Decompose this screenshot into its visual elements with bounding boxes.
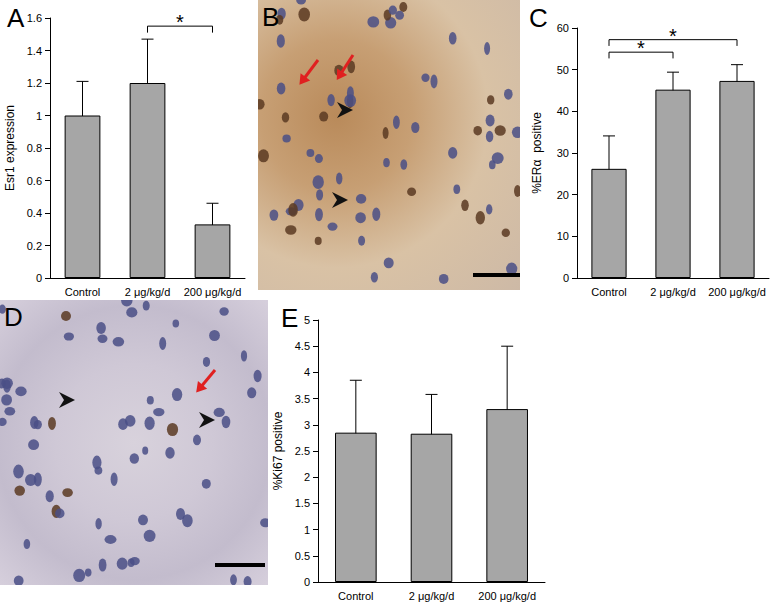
svg-text:1.4: 1.4 [27, 45, 42, 57]
svg-text:5: 5 [304, 314, 310, 326]
svg-text:%ERα positive: %ERα positive [530, 112, 544, 194]
svg-text:200 μg/kg/d: 200 μg/kg/d [184, 286, 242, 298]
svg-text:%Ki67 positive: %Ki67 positive [271, 411, 285, 490]
svg-text:1.6: 1.6 [27, 12, 42, 24]
svg-text:Control: Control [591, 286, 626, 298]
html-text:D: D [4, 302, 23, 332]
svg-text:30: 30 [557, 147, 569, 159]
svg-text:2: 2 [304, 471, 310, 483]
svg-text:50: 50 [557, 64, 569, 76]
svg-text:Esr1 expression: Esr1 expression [3, 105, 17, 191]
svg-text:4: 4 [304, 366, 310, 378]
svg-text:0: 0 [36, 272, 42, 284]
svg-text:1.2: 1.2 [27, 77, 42, 89]
svg-text:E: E [281, 303, 298, 333]
svg-text:2 μg/kg/d: 2 μg/kg/d [125, 286, 170, 298]
svg-text:0: 0 [563, 272, 569, 284]
html-text:B: B [262, 2, 280, 32]
svg-text:4.5: 4.5 [295, 340, 310, 352]
svg-text:*: * [669, 25, 677, 47]
svg-text:200 μg/kg/d: 200 μg/kg/d [708, 286, 766, 298]
svg-text:0.5: 0.5 [295, 550, 310, 562]
svg-text:*: * [176, 11, 184, 33]
svg-text:0.8: 0.8 [27, 142, 42, 154]
svg-text:200 μg/kg/d: 200 μg/kg/d [478, 590, 536, 602]
svg-text:*: * [637, 37, 645, 59]
svg-text:2 μg/kg/d: 2 μg/kg/d [650, 286, 695, 298]
svg-text:1: 1 [36, 110, 42, 122]
svg-text:3: 3 [304, 419, 310, 431]
svg-text:60: 60 [557, 22, 569, 34]
svg-text:1: 1 [304, 524, 310, 536]
svg-text:0: 0 [304, 576, 310, 588]
svg-text:0.6: 0.6 [27, 175, 42, 187]
svg-text:10: 10 [557, 230, 569, 242]
svg-text:A: A [7, 3, 25, 33]
svg-text:40: 40 [557, 105, 569, 117]
svg-text:2 μg/kg/d: 2 μg/kg/d [409, 590, 454, 602]
svg-text:C: C [529, 3, 548, 33]
svg-text:Control: Control [65, 286, 100, 298]
svg-text:0.2: 0.2 [27, 240, 42, 252]
svg-text:0.4: 0.4 [27, 207, 42, 219]
svg-text:1.5: 1.5 [295, 497, 310, 509]
svg-text:2.5: 2.5 [295, 445, 310, 457]
svg-text:Control: Control [338, 590, 373, 602]
svg-text:20: 20 [557, 189, 569, 201]
svg-text:3.5: 3.5 [295, 393, 310, 405]
